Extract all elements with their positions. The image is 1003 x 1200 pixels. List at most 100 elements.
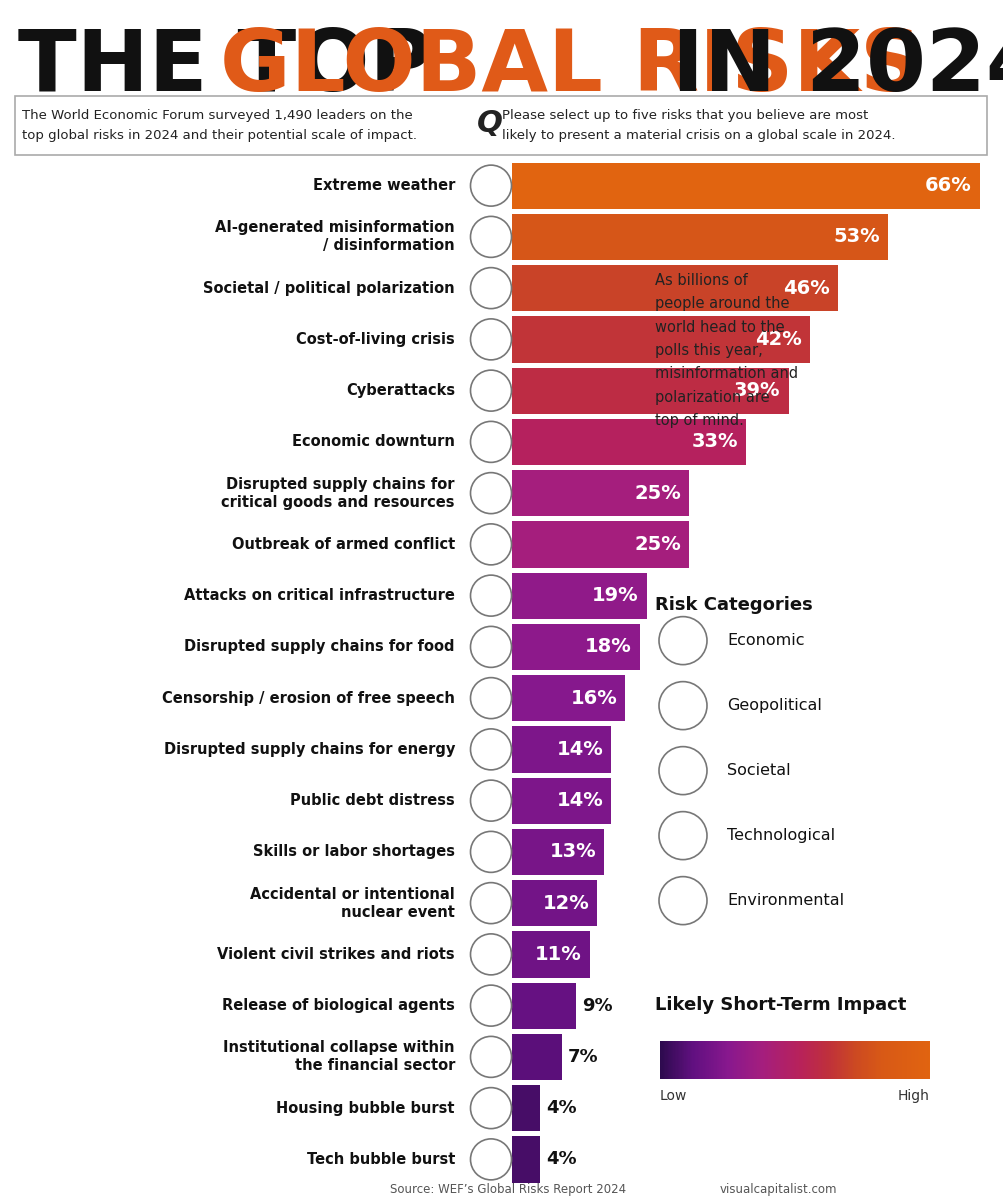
FancyBboxPatch shape bbox=[725, 1040, 727, 1079]
FancyBboxPatch shape bbox=[666, 1040, 668, 1079]
FancyBboxPatch shape bbox=[783, 1040, 785, 1079]
Text: Q: Q bbox=[476, 109, 503, 138]
FancyBboxPatch shape bbox=[849, 1040, 850, 1079]
Text: Societal / political polarization: Societal / political polarization bbox=[204, 281, 454, 295]
FancyBboxPatch shape bbox=[693, 1040, 695, 1079]
FancyBboxPatch shape bbox=[708, 1040, 710, 1079]
Circle shape bbox=[658, 682, 706, 730]
FancyBboxPatch shape bbox=[724, 1040, 726, 1079]
FancyBboxPatch shape bbox=[747, 1040, 749, 1079]
FancyBboxPatch shape bbox=[902, 1040, 904, 1079]
Text: 9%: 9% bbox=[582, 997, 612, 1015]
Text: 42%: 42% bbox=[754, 330, 801, 349]
Text: 11%: 11% bbox=[535, 944, 582, 964]
Circle shape bbox=[470, 1087, 511, 1129]
FancyBboxPatch shape bbox=[851, 1040, 853, 1079]
FancyBboxPatch shape bbox=[767, 1040, 769, 1079]
FancyBboxPatch shape bbox=[862, 1040, 864, 1079]
Text: Cost-of-living crisis: Cost-of-living crisis bbox=[296, 332, 454, 347]
FancyBboxPatch shape bbox=[821, 1040, 823, 1079]
FancyBboxPatch shape bbox=[720, 1040, 722, 1079]
FancyBboxPatch shape bbox=[797, 1040, 798, 1079]
FancyBboxPatch shape bbox=[512, 419, 745, 464]
FancyBboxPatch shape bbox=[665, 1040, 667, 1079]
Circle shape bbox=[470, 166, 511, 206]
FancyBboxPatch shape bbox=[819, 1040, 821, 1079]
Circle shape bbox=[470, 832, 511, 872]
FancyBboxPatch shape bbox=[690, 1040, 692, 1079]
FancyBboxPatch shape bbox=[794, 1040, 796, 1079]
FancyBboxPatch shape bbox=[512, 470, 689, 516]
Text: 7%: 7% bbox=[567, 1048, 598, 1066]
FancyBboxPatch shape bbox=[512, 726, 611, 773]
Text: As billions of
people around the
world head to the
polls this year,
misinformati: As billions of people around the world h… bbox=[654, 272, 797, 428]
FancyBboxPatch shape bbox=[892, 1040, 893, 1079]
FancyBboxPatch shape bbox=[772, 1040, 774, 1079]
Circle shape bbox=[470, 575, 511, 616]
Text: Tech bubble burst: Tech bubble burst bbox=[306, 1152, 454, 1166]
Text: Technological: Technological bbox=[726, 828, 834, 844]
FancyBboxPatch shape bbox=[728, 1040, 730, 1079]
FancyBboxPatch shape bbox=[925, 1040, 927, 1079]
Circle shape bbox=[470, 421, 511, 462]
FancyBboxPatch shape bbox=[688, 1040, 689, 1079]
FancyBboxPatch shape bbox=[815, 1040, 817, 1079]
FancyBboxPatch shape bbox=[874, 1040, 876, 1079]
Circle shape bbox=[658, 811, 706, 859]
FancyBboxPatch shape bbox=[806, 1040, 808, 1079]
FancyBboxPatch shape bbox=[910, 1040, 912, 1079]
FancyBboxPatch shape bbox=[909, 1040, 911, 1079]
Text: Societal: Societal bbox=[726, 763, 789, 778]
FancyBboxPatch shape bbox=[916, 1040, 918, 1079]
FancyBboxPatch shape bbox=[670, 1040, 672, 1079]
FancyBboxPatch shape bbox=[739, 1040, 741, 1079]
FancyBboxPatch shape bbox=[740, 1040, 742, 1079]
Circle shape bbox=[470, 524, 511, 565]
FancyBboxPatch shape bbox=[667, 1040, 669, 1079]
FancyBboxPatch shape bbox=[917, 1040, 919, 1079]
Text: Likely Short-Term Impact: Likely Short-Term Impact bbox=[654, 996, 906, 1014]
FancyBboxPatch shape bbox=[755, 1040, 757, 1079]
Text: 53%: 53% bbox=[832, 227, 879, 246]
FancyBboxPatch shape bbox=[677, 1040, 679, 1079]
FancyBboxPatch shape bbox=[866, 1040, 868, 1079]
Circle shape bbox=[470, 268, 511, 308]
FancyBboxPatch shape bbox=[809, 1040, 810, 1079]
FancyBboxPatch shape bbox=[882, 1040, 884, 1079]
FancyBboxPatch shape bbox=[768, 1040, 770, 1079]
FancyBboxPatch shape bbox=[780, 1040, 782, 1079]
FancyBboxPatch shape bbox=[805, 1040, 806, 1079]
FancyBboxPatch shape bbox=[884, 1040, 885, 1079]
FancyBboxPatch shape bbox=[705, 1040, 707, 1079]
FancyBboxPatch shape bbox=[512, 1136, 540, 1182]
FancyBboxPatch shape bbox=[752, 1040, 754, 1079]
FancyBboxPatch shape bbox=[787, 1040, 789, 1079]
FancyBboxPatch shape bbox=[810, 1040, 812, 1079]
FancyBboxPatch shape bbox=[854, 1040, 856, 1079]
Circle shape bbox=[470, 319, 511, 360]
Text: Censorship / erosion of free speech: Censorship / erosion of free speech bbox=[161, 691, 454, 706]
Circle shape bbox=[470, 1037, 511, 1078]
Text: Outbreak of armed conflict: Outbreak of armed conflict bbox=[232, 536, 454, 552]
Text: 66%: 66% bbox=[925, 176, 971, 196]
FancyBboxPatch shape bbox=[811, 1040, 813, 1079]
FancyBboxPatch shape bbox=[817, 1040, 819, 1079]
FancyBboxPatch shape bbox=[877, 1040, 879, 1079]
FancyBboxPatch shape bbox=[858, 1040, 860, 1079]
FancyBboxPatch shape bbox=[894, 1040, 896, 1079]
FancyBboxPatch shape bbox=[714, 1040, 716, 1079]
Circle shape bbox=[470, 370, 511, 412]
Circle shape bbox=[658, 877, 706, 925]
FancyBboxPatch shape bbox=[837, 1040, 838, 1079]
Text: 39%: 39% bbox=[733, 382, 779, 400]
FancyBboxPatch shape bbox=[697, 1040, 699, 1079]
FancyBboxPatch shape bbox=[801, 1040, 802, 1079]
FancyBboxPatch shape bbox=[671, 1040, 673, 1079]
Text: 33%: 33% bbox=[691, 432, 737, 451]
Text: The World Economic Forum surveyed 1,490 leaders on the
top global risks in 2024 : The World Economic Forum surveyed 1,490 … bbox=[22, 109, 416, 142]
FancyBboxPatch shape bbox=[843, 1040, 845, 1079]
FancyBboxPatch shape bbox=[686, 1040, 688, 1079]
FancyBboxPatch shape bbox=[684, 1040, 685, 1079]
FancyBboxPatch shape bbox=[753, 1040, 755, 1079]
FancyBboxPatch shape bbox=[867, 1040, 869, 1079]
